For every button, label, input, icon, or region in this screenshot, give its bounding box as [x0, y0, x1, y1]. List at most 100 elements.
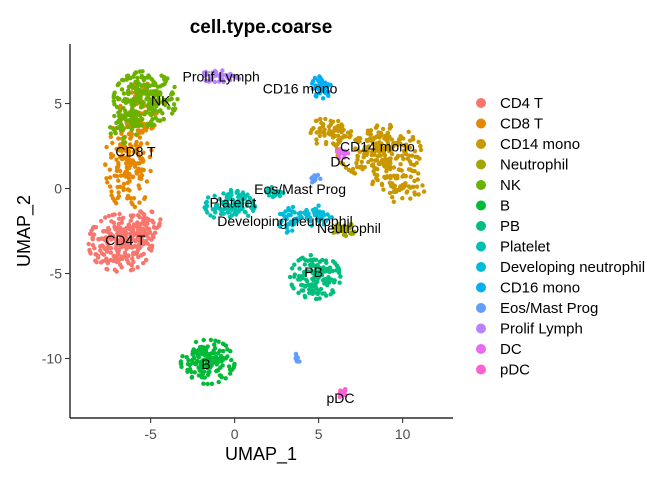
data-point [314, 275, 319, 280]
data-point [401, 173, 406, 178]
data-point [316, 203, 321, 208]
data-point [146, 102, 151, 107]
data-point [292, 272, 297, 277]
data-point [193, 339, 199, 345]
data-point [397, 187, 402, 193]
data-point [213, 203, 219, 208]
data-point [108, 250, 114, 255]
data-point [117, 211, 122, 217]
data-point [240, 201, 245, 206]
data-point [388, 175, 393, 181]
legend-item: PB [476, 218, 520, 235]
data-point [317, 210, 323, 216]
data-point [244, 203, 250, 208]
data-point [331, 141, 336, 146]
data-point [121, 78, 126, 83]
data-point [117, 168, 123, 174]
data-point [213, 210, 218, 215]
data-point [139, 253, 144, 258]
x-tick-label: 5 [315, 426, 323, 442]
data-point [102, 229, 107, 234]
data-point [129, 214, 135, 220]
data-point [372, 152, 377, 157]
data-point [119, 220, 124, 225]
data-point [350, 166, 356, 172]
data-point [290, 209, 295, 214]
data-point [416, 192, 421, 197]
data-point [347, 134, 352, 140]
data-point [121, 237, 126, 243]
data-point [114, 104, 120, 110]
data-point [191, 355, 197, 361]
data-point [141, 216, 146, 221]
series-nk [108, 69, 180, 145]
data-point [132, 164, 138, 169]
data-point [385, 130, 391, 136]
data-point [185, 369, 190, 374]
data-point [414, 160, 419, 166]
series-neutrophil [331, 221, 357, 239]
data-point [116, 119, 122, 124]
data-point [126, 91, 131, 97]
legend-swatch [476, 221, 486, 231]
data-point [144, 179, 150, 184]
data-point [229, 73, 235, 79]
data-point [189, 374, 195, 380]
data-point [120, 115, 125, 121]
data-point [318, 75, 323, 80]
data-point [145, 93, 150, 98]
data-point [317, 85, 322, 90]
data-point [266, 193, 272, 198]
data-point [90, 235, 95, 240]
data-point [105, 180, 110, 185]
legend-item: CD4 T [476, 95, 543, 112]
data-point [240, 190, 246, 195]
data-point [401, 156, 406, 162]
cluster-label: Platelet [210, 195, 257, 211]
data-point [343, 233, 349, 239]
series-cd14-mono [308, 116, 427, 204]
data-point [318, 116, 323, 122]
data-point [418, 144, 423, 149]
legend-item: pDC [476, 362, 530, 379]
data-point [371, 148, 376, 153]
data-point [121, 215, 126, 220]
data-point [335, 133, 341, 138]
legend-swatch [476, 323, 486, 334]
legend: CD4 T CD8 T CD14 mono Neutrophil NK B PB Platel… [476, 95, 645, 379]
data-point [406, 129, 411, 134]
data-point [212, 79, 218, 85]
data-point [110, 153, 116, 158]
data-point [133, 70, 139, 75]
data-point [148, 89, 153, 94]
legend-label: CD16 mono [500, 280, 580, 297]
data-point [139, 75, 144, 80]
data-point [291, 220, 296, 226]
data-point [320, 269, 325, 275]
data-point [120, 140, 126, 145]
data-point [322, 133, 327, 138]
data-point [308, 253, 313, 258]
x-tick-label: 10 [395, 426, 411, 442]
data-point [201, 381, 206, 386]
data-point [217, 196, 222, 202]
data-point [368, 128, 374, 133]
legend-label: B [500, 198, 510, 215]
data-point [300, 283, 305, 288]
data-point [220, 72, 225, 78]
data-point [242, 196, 247, 201]
data-point [141, 212, 147, 218]
cluster-label: CD4 T [105, 232, 146, 248]
data-point [124, 160, 129, 165]
data-point [116, 81, 122, 86]
data-point [327, 132, 333, 137]
data-point [220, 68, 225, 73]
data-point [297, 266, 302, 271]
data-point [229, 208, 234, 213]
data-point [137, 100, 143, 105]
data-point [119, 254, 124, 259]
data-point [138, 105, 144, 110]
data-point [232, 210, 237, 216]
y-tick-label: 0 [54, 181, 62, 197]
data-point [246, 213, 251, 218]
